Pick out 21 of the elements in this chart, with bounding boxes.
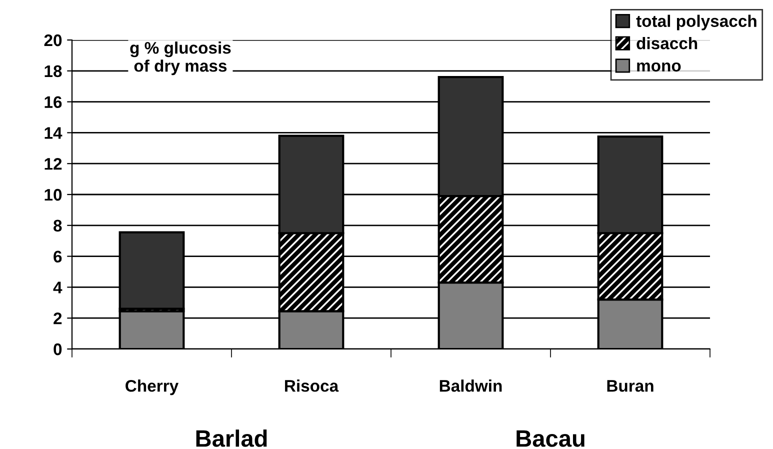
legend-label: disacch [636, 37, 698, 50]
y-tick-label: 0 [54, 343, 62, 356]
y-tick-label: 20 [44, 34, 62, 46]
y-tick-label: 14 [44, 127, 62, 139]
y-tick-label: 10 [44, 188, 62, 201]
y-tick-label: 16 [44, 96, 62, 108]
y-tick-label: 18 [44, 65, 62, 78]
x-tick-label: Buran [607, 380, 654, 392]
y-tick-label: 8 [54, 220, 62, 232]
y-tick-label: 6 [54, 250, 62, 263]
text: Barlad [196, 430, 267, 447]
x-tick-label: Risoca [285, 380, 339, 392]
legend-label: total polysacch [636, 14, 756, 30]
x-tick-label: Cherry [126, 380, 179, 396]
x-tick-label: Baldwin [440, 380, 502, 392]
text: Bacau [516, 430, 584, 447]
y-axis-title: g % glucosis of dry mass [130, 42, 231, 76]
y-tick-label: 12 [44, 158, 62, 170]
y-tick-label: 2 [54, 312, 62, 324]
y-tick-label: 4 [53, 282, 62, 294]
legend-label: mono [637, 62, 681, 72]
